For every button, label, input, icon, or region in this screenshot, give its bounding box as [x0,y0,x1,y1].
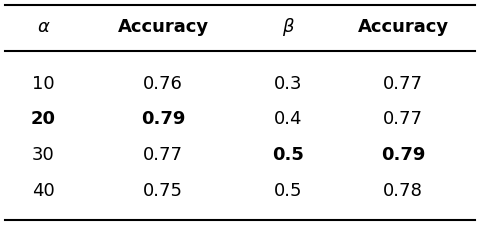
Text: 0.76: 0.76 [143,74,183,92]
Text: 10: 10 [32,74,55,92]
Text: 0.79: 0.79 [141,109,185,127]
Text: 0.5: 0.5 [274,181,302,199]
Text: β: β [282,18,294,36]
Text: 0.3: 0.3 [274,74,302,92]
Text: Accuracy: Accuracy [358,18,449,36]
Text: α: α [37,18,49,36]
Text: 40: 40 [32,181,55,199]
Text: 20: 20 [31,109,56,127]
Text: 0.77: 0.77 [383,74,423,92]
Text: 0.4: 0.4 [274,109,302,127]
Text: 0.5: 0.5 [272,145,304,163]
Text: Accuracy: Accuracy [118,18,209,36]
Text: 0.75: 0.75 [143,181,183,199]
Text: 30: 30 [32,145,55,163]
Text: 0.77: 0.77 [383,109,423,127]
Text: 0.79: 0.79 [381,145,425,163]
Text: 0.78: 0.78 [383,181,423,199]
Text: 0.77: 0.77 [143,145,183,163]
